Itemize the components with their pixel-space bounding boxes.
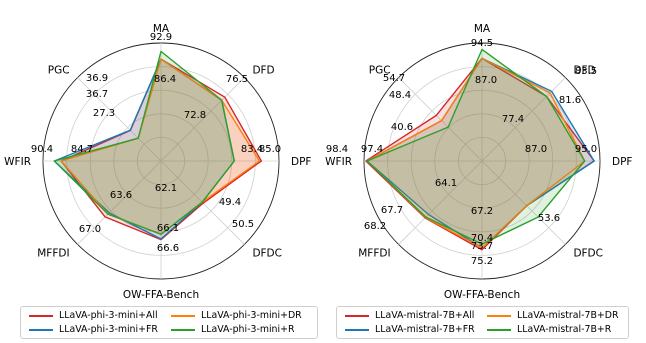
legend-label: LLaVA-mistral-7B+DR bbox=[517, 310, 619, 321]
data-label: 50.5 bbox=[232, 219, 254, 230]
axis-label: PGC bbox=[369, 65, 391, 77]
axis-label: OW-FFA-Bench bbox=[123, 289, 199, 301]
data-label: 81.6 bbox=[559, 95, 581, 106]
axis-label: MA bbox=[153, 23, 170, 35]
series-area-4 bbox=[366, 48, 586, 245]
radar-chart-1: MA DFD DPF DFDC OW-FFA-Bench MFFDI WFIR PGC 92.9… bbox=[4, 23, 311, 301]
data-label: 48.4 bbox=[389, 90, 411, 101]
axis-label: DFD bbox=[252, 65, 274, 77]
data-label: 87.0 bbox=[525, 144, 547, 155]
data-label: 97.4 bbox=[361, 144, 383, 155]
legend-label: LLaVA-phi-3-mini+All bbox=[59, 310, 158, 321]
data-label: 68.2 bbox=[364, 221, 386, 232]
legend-label: LLaVA-mistral-7B+FR bbox=[375, 324, 475, 335]
legend-label: LLaVA-mistral-7B+All bbox=[375, 310, 475, 321]
data-label: 85.0 bbox=[259, 144, 281, 155]
data-label: 67.0 bbox=[79, 224, 101, 235]
data-label: 73.7 bbox=[471, 241, 493, 252]
data-label: 67.7 bbox=[381, 205, 403, 216]
legend-swatch bbox=[345, 329, 369, 331]
axis-label: WFIR bbox=[325, 156, 352, 168]
data-label: 49.4 bbox=[219, 197, 241, 208]
axis-label: DFD bbox=[573, 65, 595, 77]
axis-label: MA bbox=[474, 23, 491, 35]
grid-spoke bbox=[77, 77, 162, 162]
data-label: 67.2 bbox=[471, 206, 493, 217]
series-area-4 bbox=[53, 50, 235, 235]
data-label: 36.7 bbox=[86, 89, 108, 100]
legend-label: LLaVA-phi-3-mini+R bbox=[201, 324, 295, 335]
data-label: 95.0 bbox=[575, 144, 597, 155]
axis-label: MFFDI bbox=[37, 247, 69, 259]
data-label: 62.1 bbox=[155, 183, 177, 194]
axis-label: DFDC bbox=[252, 247, 282, 259]
data-label: 87.0 bbox=[475, 75, 497, 86]
legend-swatch bbox=[171, 329, 195, 331]
series-area-3 bbox=[366, 57, 586, 249]
data-label: 83.4 bbox=[241, 144, 263, 155]
legend-left: LLaVA-phi-3-mini+All LLaVA-phi-3-mini+FR L… bbox=[20, 306, 318, 339]
legend-right: LLaVA-mistral-7B+All LLaVA-mistral-7B+FR L… bbox=[336, 306, 629, 339]
data-label: 27.3 bbox=[93, 108, 115, 119]
data-label: 40.6 bbox=[391, 122, 413, 133]
data-label: 75.2 bbox=[471, 256, 493, 267]
data-label: 36.9 bbox=[86, 73, 108, 84]
axis-label: PGC bbox=[48, 65, 70, 77]
data-label: 63.6 bbox=[110, 190, 132, 201]
legend-swatch bbox=[487, 329, 511, 331]
grid-spoke bbox=[398, 160, 483, 245]
data-label: 66.6 bbox=[157, 243, 179, 254]
axis-label: WFIR bbox=[4, 156, 31, 168]
data-label: 76.5 bbox=[226, 74, 248, 85]
legend-label: LLaVA-mistral-7B+R bbox=[517, 324, 612, 335]
legend-swatch bbox=[29, 329, 53, 331]
data-label: 53.6 bbox=[538, 213, 560, 224]
legend-swatch bbox=[345, 315, 369, 317]
data-label: 77.4 bbox=[502, 114, 524, 125]
legend-label: LLaVA-phi-3-mini+DR bbox=[201, 310, 302, 321]
data-label: 54.7 bbox=[383, 73, 405, 84]
data-label: 70.4 bbox=[471, 233, 493, 244]
data-label: 64.1 bbox=[435, 178, 457, 189]
grid-spoke bbox=[398, 77, 483, 162]
grid-spoke bbox=[160, 77, 245, 162]
data-label: 84.7 bbox=[71, 144, 93, 155]
data-label: 98.4 bbox=[326, 144, 348, 155]
legend-swatch bbox=[487, 315, 511, 317]
axis-label: DPF bbox=[291, 156, 311, 168]
data-label: 92.9 bbox=[150, 32, 172, 43]
data-label: 90.4 bbox=[31, 144, 53, 155]
data-label: 83.5 bbox=[575, 66, 597, 77]
data-label: 94.5 bbox=[471, 38, 493, 49]
radar-chart-2: MA DFD DPF DFDC OW-FFA-Bench MFFDI WFIR PGC 94.5… bbox=[325, 23, 632, 301]
grid-spoke bbox=[481, 160, 566, 245]
axis-label: MFFDI bbox=[358, 247, 390, 259]
axis-label: OW-FFA-Bench bbox=[444, 289, 520, 301]
data-label: 66.1 bbox=[157, 223, 179, 234]
grid-spoke bbox=[77, 160, 162, 245]
legend-swatch bbox=[29, 315, 53, 317]
legend-label: LLaVA-phi-3-mini+FR bbox=[59, 324, 158, 335]
axis-label: DPF bbox=[612, 156, 632, 168]
data-label: 86.4 bbox=[154, 74, 176, 85]
data-label: 72.8 bbox=[184, 110, 206, 121]
legend-swatch bbox=[171, 315, 195, 317]
axis-label: DFDC bbox=[573, 247, 603, 259]
